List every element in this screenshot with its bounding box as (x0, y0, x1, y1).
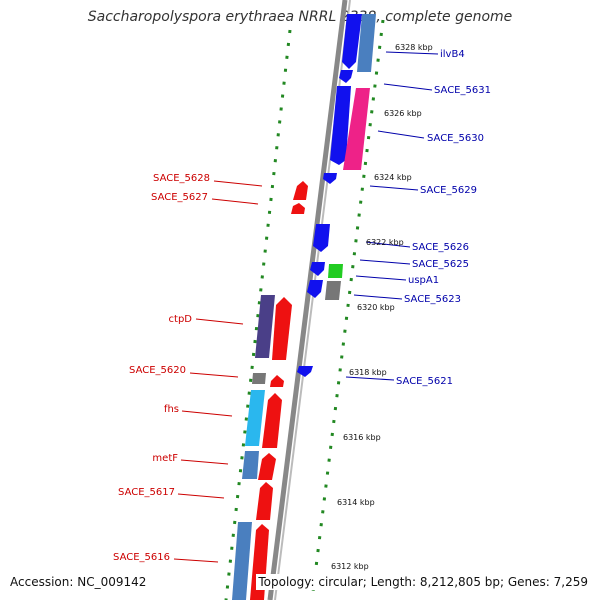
kbp-label: 6316 kbp (343, 433, 381, 442)
gene-metF[interactable] (242, 451, 259, 479)
gene-sace-5625[interactable] (310, 262, 325, 276)
gene-label[interactable]: SACE_5629 (420, 185, 477, 196)
gene-sace-5630-b[interactable] (330, 86, 351, 165)
gene-ctpD-forward[interactable] (272, 297, 292, 360)
gene-sace-5628[interactable] (293, 181, 308, 200)
gene-label[interactable]: SACE_5621 (396, 376, 453, 387)
gene-ctpD[interactable] (255, 295, 275, 358)
gene-sace-5623[interactable] (325, 281, 341, 300)
right-leaders (345, 51, 439, 381)
gene-sace-5620[interactable] (252, 373, 266, 384)
gene-label[interactable]: metF (152, 453, 178, 464)
kbp-labels: 6328 kbp 6326 kbp 6324 kbp 6322 kbp 6320… (331, 43, 433, 571)
right-gene-labels: ilvB4 SACE_5631 SACE_5630 SACE_5629 SACE… (396, 49, 491, 387)
gene-sace-5629[interactable] (323, 173, 337, 184)
gene-label[interactable]: fhs (164, 404, 179, 415)
accession-label: Accession: NC_009142 (8, 574, 149, 590)
gene-label[interactable]: SACE_5620 (129, 365, 186, 376)
gene-uspA1[interactable] (328, 264, 343, 278)
gene-sace-5631[interactable] (339, 70, 353, 83)
left-leaders (173, 180, 263, 563)
gene-ilvB4-b[interactable] (357, 14, 376, 72)
gene-label[interactable]: ilvB4 (440, 49, 465, 60)
tick-tracks (224, 19, 385, 600)
genome-stats-label: Topology: circular; Length: 8,212,805 bp… (256, 574, 590, 590)
gene-metF-forward[interactable] (258, 453, 276, 480)
forward-genes (250, 181, 308, 600)
gene-label[interactable]: uspA1 (408, 275, 439, 286)
kbp-label: 6320 kbp (357, 303, 395, 312)
left-side-genes (232, 295, 275, 600)
gene-fhs-forward[interactable] (262, 393, 282, 448)
gene-sace-5617-forward[interactable] (256, 482, 273, 520)
kbp-label: 6322 kbp (366, 238, 404, 247)
kbp-label: 6312 kbp (331, 562, 369, 571)
gene-sace-5620-forward[interactable] (270, 375, 284, 387)
gene-sace-5616[interactable] (232, 522, 252, 600)
gene-label[interactable]: SACE_5617 (118, 487, 175, 498)
gene-label[interactable]: SACE_5626 (412, 242, 469, 253)
gene-sace-5621[interactable] (297, 366, 313, 377)
gene-label[interactable]: SACE_5616 (113, 552, 170, 563)
gene-sace-5630[interactable] (343, 88, 370, 170)
reverse-genes (297, 14, 376, 377)
gene-label[interactable]: SACE_5625 (412, 259, 469, 270)
gene-label[interactable]: SACE_5630 (427, 133, 484, 144)
kbp-label: 6328 kbp (395, 43, 433, 52)
map-title: Saccharopolyspora erythraea NRRL 2338, c… (87, 9, 513, 25)
left-gene-labels: SACE_5628 SACE_5627 ctpD SACE_5620 fhs m… (113, 173, 210, 563)
gene-label[interactable]: SACE_5627 (151, 192, 208, 203)
gene-label[interactable]: SACE_5623 (404, 294, 461, 305)
gene-ilvB4[interactable] (342, 14, 362, 69)
gene-sace-5627[interactable] (291, 203, 305, 214)
kbp-label: 6318 kbp (349, 368, 387, 377)
gene-fhs[interactable] (245, 390, 265, 446)
gene-label[interactable]: SACE_5631 (434, 85, 491, 96)
kbp-label: 6314 kbp (337, 498, 375, 507)
kbp-label: 6326 kbp (384, 109, 422, 118)
kbp-label: 6324 kbp (374, 173, 412, 182)
gene-sace-5626[interactable] (313, 224, 330, 252)
gene-sace-5623-b[interactable] (307, 280, 323, 298)
gene-label[interactable]: SACE_5628 (153, 173, 210, 184)
gene-label[interactable]: ctpD (169, 314, 193, 325)
